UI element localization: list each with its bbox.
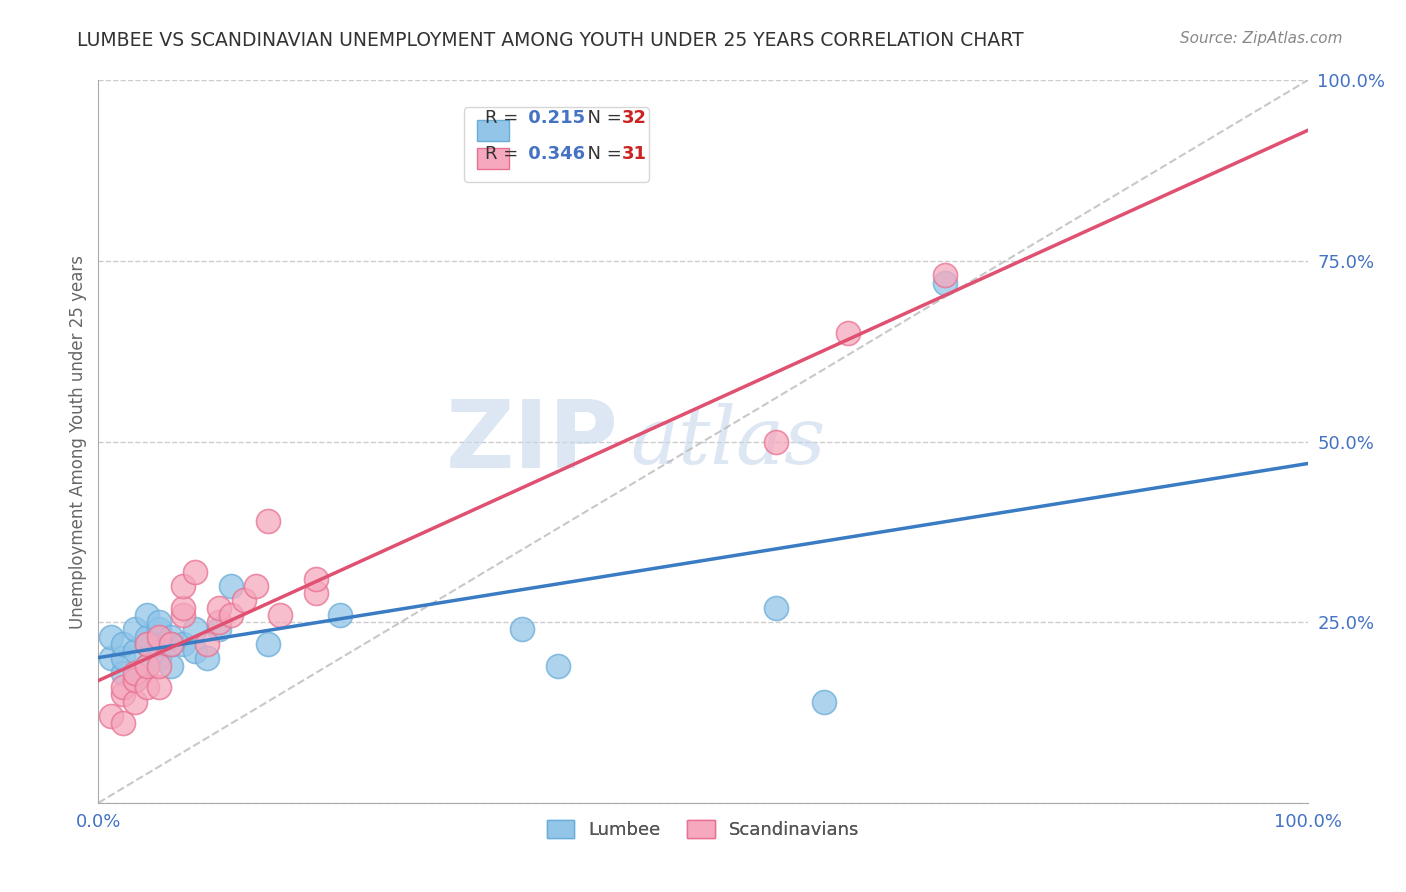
Point <box>135 637 157 651</box>
Point <box>221 607 243 622</box>
Point <box>100 651 122 665</box>
Point <box>208 600 231 615</box>
Point <box>111 665 134 680</box>
Point <box>148 637 170 651</box>
Point <box>934 276 956 290</box>
Point <box>172 637 194 651</box>
Point <box>135 658 157 673</box>
Point <box>184 644 207 658</box>
Point <box>765 600 787 615</box>
Point <box>510 623 533 637</box>
Point <box>208 615 231 630</box>
Point <box>135 680 157 694</box>
Point <box>124 673 146 687</box>
Point <box>148 615 170 630</box>
Text: Source: ZipAtlas.com: Source: ZipAtlas.com <box>1180 31 1343 46</box>
Point <box>160 630 183 644</box>
Point <box>195 651 218 665</box>
Point <box>547 658 569 673</box>
Text: LUMBEE VS SCANDINAVIAN UNEMPLOYMENT AMONG YOUTH UNDER 25 YEARS CORRELATION CHART: LUMBEE VS SCANDINAVIAN UNEMPLOYMENT AMON… <box>77 31 1024 50</box>
Point <box>256 514 278 528</box>
Text: N =: N = <box>576 109 627 128</box>
Text: R =: R = <box>485 109 524 128</box>
Point <box>221 579 243 593</box>
Point <box>100 709 122 723</box>
Point <box>148 630 170 644</box>
Point <box>111 716 134 731</box>
Text: atlas: atlas <box>630 403 825 480</box>
Point <box>148 623 170 637</box>
Point <box>195 637 218 651</box>
Legend: Lumbee, Scandinavians: Lumbee, Scandinavians <box>537 811 869 848</box>
Point <box>124 644 146 658</box>
Point <box>232 593 254 607</box>
Point <box>765 434 787 449</box>
Point <box>184 565 207 579</box>
Point <box>135 630 157 644</box>
Text: 32: 32 <box>621 109 647 128</box>
Text: N =: N = <box>576 145 627 163</box>
Point <box>305 586 328 600</box>
Point <box>245 579 267 593</box>
Point <box>100 630 122 644</box>
Point <box>135 637 157 651</box>
Point <box>208 623 231 637</box>
Point <box>305 572 328 586</box>
Point <box>124 665 146 680</box>
Point <box>184 623 207 637</box>
Point <box>111 680 134 694</box>
Point <box>329 607 352 622</box>
Point <box>813 695 835 709</box>
Point <box>111 687 134 701</box>
Text: ZIP: ZIP <box>446 395 619 488</box>
Point <box>124 673 146 687</box>
Point <box>135 607 157 622</box>
Point <box>111 637 134 651</box>
Point <box>148 680 170 694</box>
Point <box>135 658 157 673</box>
Text: R =: R = <box>485 145 524 163</box>
Point <box>124 623 146 637</box>
Point <box>124 695 146 709</box>
Point <box>111 651 134 665</box>
Point <box>148 658 170 673</box>
Point <box>160 637 183 651</box>
Point <box>256 637 278 651</box>
Point <box>172 579 194 593</box>
Text: 0.215: 0.215 <box>522 109 585 128</box>
Point <box>837 326 859 340</box>
Text: 0.346: 0.346 <box>522 145 585 163</box>
Text: 31: 31 <box>621 145 647 163</box>
Point <box>148 651 170 665</box>
Point <box>934 268 956 283</box>
Y-axis label: Unemployment Among Youth under 25 years: Unemployment Among Youth under 25 years <box>69 254 87 629</box>
Point <box>160 637 183 651</box>
Point <box>269 607 291 622</box>
Point <box>172 600 194 615</box>
Point <box>172 607 194 622</box>
Point <box>160 658 183 673</box>
